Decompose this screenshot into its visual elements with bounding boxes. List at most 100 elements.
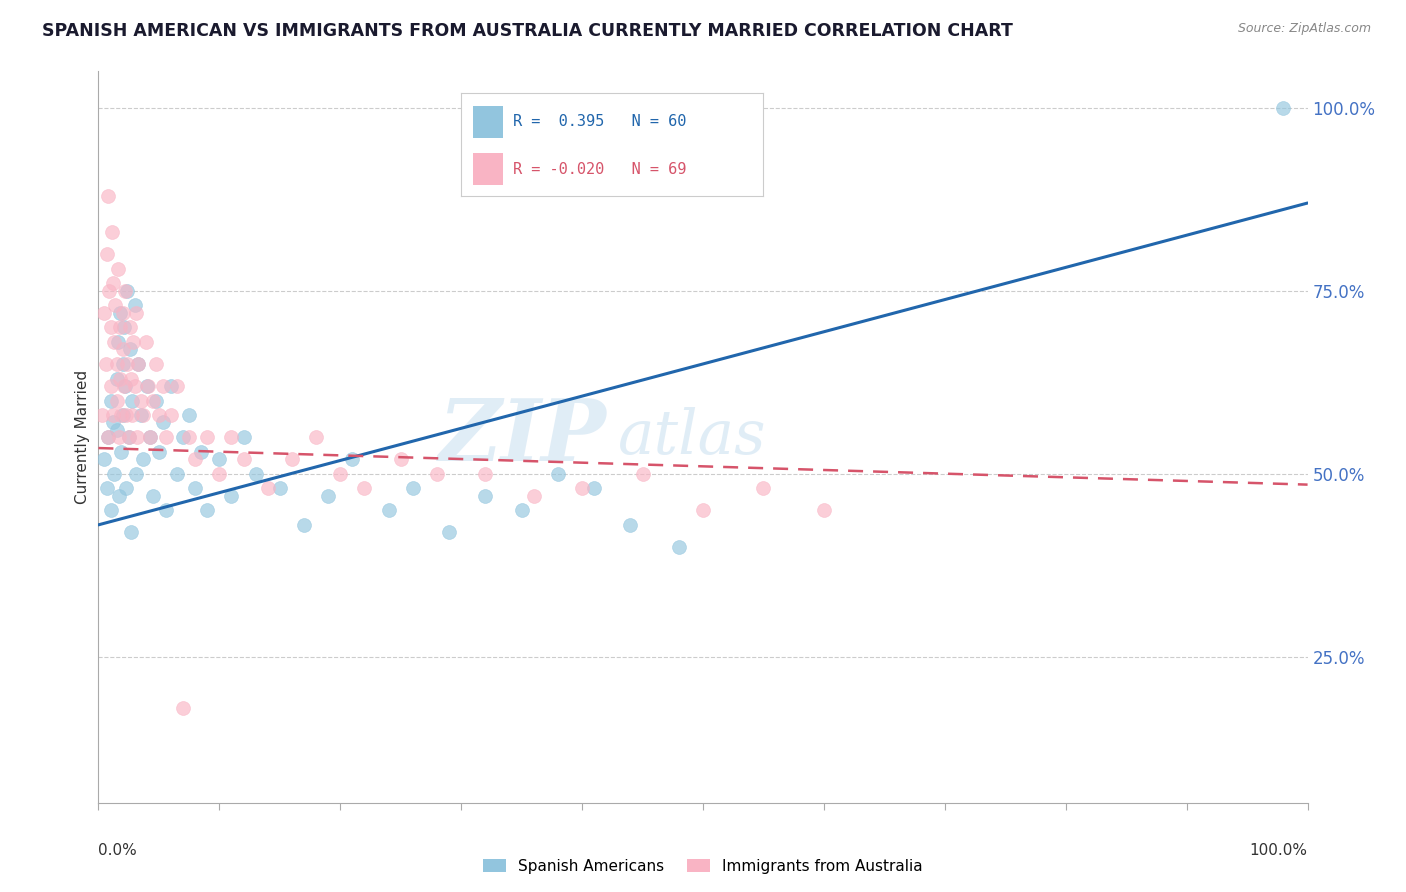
Point: [221, 489, 243, 503]
Point: [110, 408, 132, 422]
Point: [117, 357, 139, 371]
Point: [96, 247, 118, 261]
Point: [619, 517, 641, 532]
Point: [100, 320, 122, 334]
Point: [105, 371, 128, 385]
Point: [103, 334, 125, 349]
Point: [100, 393, 122, 408]
Point: [135, 379, 157, 393]
Text: atlas: atlas: [619, 407, 766, 467]
Point: [108, 371, 131, 385]
Point: [402, 481, 425, 495]
Point: [179, 430, 201, 444]
Point: [100, 503, 122, 517]
Point: [103, 467, 125, 481]
Point: [190, 444, 212, 458]
Point: [155, 430, 177, 444]
Point: [97, 430, 120, 444]
Point: [135, 334, 157, 349]
Point: [104, 298, 127, 312]
Point: [125, 467, 148, 481]
Point: [136, 379, 159, 393]
Point: [184, 481, 207, 495]
Point: [195, 503, 218, 517]
Point: [292, 517, 315, 532]
Point: [389, 452, 412, 467]
Point: [121, 408, 143, 422]
Point: [426, 467, 449, 481]
Point: [353, 481, 375, 495]
Point: [120, 371, 142, 385]
Point: [127, 357, 149, 371]
Point: [208, 467, 231, 481]
Point: [813, 503, 835, 517]
Point: [105, 423, 128, 437]
Point: [93, 452, 115, 467]
Text: 100.0%: 100.0%: [1250, 843, 1308, 858]
Point: [547, 467, 569, 481]
Point: [98, 284, 121, 298]
Point: [115, 481, 138, 495]
Point: [145, 357, 167, 371]
Point: [152, 379, 174, 393]
Point: [316, 489, 339, 503]
Point: [139, 430, 162, 444]
Point: [583, 481, 606, 495]
Point: [111, 408, 134, 422]
Point: [118, 320, 141, 334]
Point: [96, 481, 118, 495]
Point: [105, 357, 128, 371]
Point: [105, 393, 128, 408]
Point: [129, 393, 152, 408]
Point: [118, 430, 141, 444]
Point: [172, 700, 194, 714]
Point: [377, 503, 399, 517]
Point: [91, 408, 114, 422]
Point: [132, 452, 155, 467]
Point: [245, 467, 267, 481]
Point: [121, 393, 143, 408]
Text: ZIP: ZIP: [439, 395, 606, 479]
Point: [152, 416, 174, 430]
Text: 0.0%: 0.0%: [98, 843, 138, 858]
Point: [114, 379, 136, 393]
Point: [111, 343, 134, 357]
Point: [269, 481, 291, 495]
Point: [142, 489, 165, 503]
Point: [97, 430, 120, 444]
Point: [117, 284, 139, 298]
Text: SPANISH AMERICAN VS IMMIGRANTS FROM AUSTRALIA CURRENTLY MARRIED CORRELATION CHAR: SPANISH AMERICAN VS IMMIGRANTS FROM AUST…: [42, 22, 1014, 40]
Point: [118, 430, 141, 444]
Point: [124, 379, 146, 393]
Point: [305, 430, 328, 444]
Point: [184, 452, 207, 467]
Point: [179, 408, 201, 422]
Point: [160, 408, 183, 422]
Point: [281, 452, 304, 467]
Point: [108, 489, 131, 503]
Point: [101, 277, 124, 291]
Point: [172, 430, 194, 444]
Point: [148, 444, 170, 458]
Point: [1272, 101, 1295, 115]
Point: [166, 379, 188, 393]
Point: [100, 379, 122, 393]
Point: [107, 261, 129, 276]
Point: [232, 430, 254, 444]
Point: [108, 430, 131, 444]
Point: [208, 452, 231, 467]
Point: [127, 357, 149, 371]
Legend: Spanish Americans, Immigrants from Australia: Spanish Americans, Immigrants from Austr…: [477, 853, 929, 880]
Point: [111, 306, 134, 320]
Point: [118, 343, 141, 357]
Point: [94, 357, 117, 371]
Point: [510, 503, 533, 517]
Point: [160, 379, 183, 393]
Point: [115, 408, 138, 422]
Point: [122, 334, 145, 349]
Point: [221, 430, 243, 444]
Point: [232, 452, 254, 467]
Point: [437, 525, 460, 540]
Point: [474, 467, 496, 481]
Point: [101, 408, 124, 422]
